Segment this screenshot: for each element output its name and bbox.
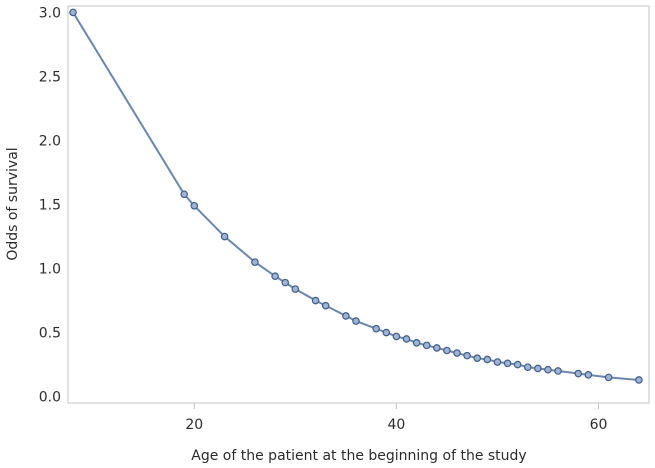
data-point bbox=[180, 190, 189, 199]
y-tick-label: 2.5 bbox=[39, 69, 61, 85]
y-axis-ticks: 0.0 0.5 1.0 1.5 2.0 2.5 3.0 bbox=[39, 5, 61, 405]
data-point bbox=[534, 364, 542, 373]
data-point bbox=[271, 272, 279, 281]
data-point bbox=[402, 335, 411, 343]
data-point bbox=[544, 365, 552, 374]
data-point bbox=[311, 296, 320, 305]
data-point bbox=[604, 373, 613, 382]
y-tick-label: 1.0 bbox=[39, 262, 61, 278]
x-axis-ticks: 20 40 60 bbox=[185, 403, 607, 433]
data-point bbox=[483, 355, 492, 364]
data-point bbox=[412, 339, 421, 347]
data-point bbox=[352, 317, 360, 325]
data-point bbox=[574, 369, 583, 378]
data-point bbox=[493, 358, 502, 366]
data-point bbox=[372, 324, 380, 333]
data-point bbox=[635, 376, 643, 384]
y-tick-label: 0.5 bbox=[39, 326, 61, 342]
x-tick-label: 20 bbox=[185, 417, 203, 433]
data-point bbox=[382, 328, 391, 337]
x-tick-label: 40 bbox=[387, 417, 405, 433]
y-axis-label: Odds of survival bbox=[5, 147, 21, 260]
data-point bbox=[190, 201, 199, 210]
data-point bbox=[503, 359, 512, 368]
y-tick-label: 2.0 bbox=[39, 133, 61, 149]
data-point bbox=[281, 278, 290, 287]
data-point bbox=[220, 232, 229, 241]
y-tick-label: 0.0 bbox=[39, 390, 61, 406]
data-point bbox=[291, 285, 300, 293]
y-tick-label: 3.0 bbox=[39, 5, 61, 21]
data-point bbox=[392, 332, 401, 341]
data-point bbox=[433, 344, 441, 352]
data-point bbox=[422, 341, 431, 350]
data-point bbox=[513, 360, 522, 369]
data-point bbox=[251, 258, 259, 266]
data-point bbox=[69, 8, 77, 17]
x-tick-label: 60 bbox=[590, 417, 608, 433]
data-point bbox=[473, 354, 482, 362]
data-point bbox=[554, 367, 562, 375]
data-point bbox=[523, 363, 532, 371]
x-axis-label: Age of the patient at the beginning of t… bbox=[191, 448, 526, 464]
data-point bbox=[584, 371, 593, 379]
data-point bbox=[321, 301, 330, 310]
data-point bbox=[342, 312, 350, 320]
data-points bbox=[69, 8, 643, 384]
data-point bbox=[453, 349, 461, 357]
plot-frame bbox=[67, 5, 650, 404]
data-point bbox=[443, 346, 451, 355]
y-tick-label: 1.5 bbox=[39, 198, 61, 214]
data-point bbox=[463, 351, 471, 360]
